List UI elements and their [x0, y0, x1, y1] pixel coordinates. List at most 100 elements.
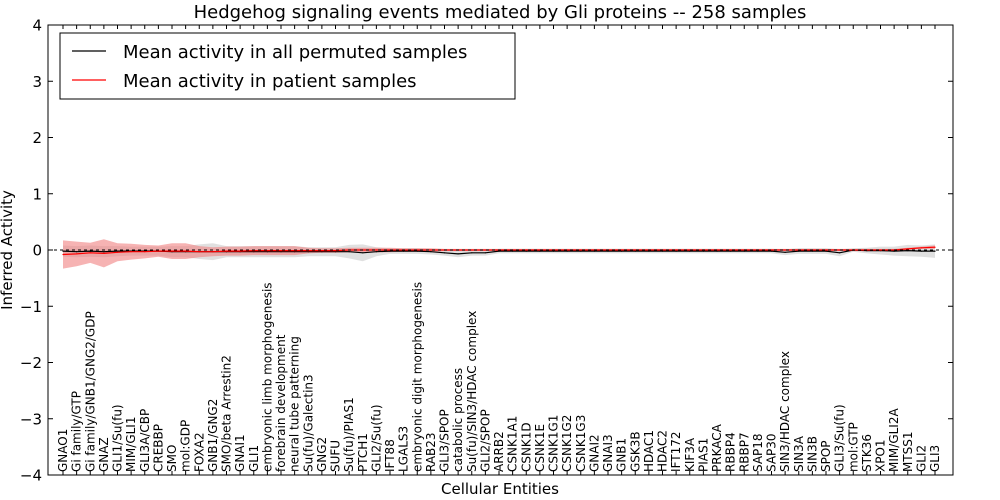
x-tick-label: GLI1/Su(fu): [111, 404, 125, 472]
data-point-patient: [185, 250, 187, 252]
x-tick-label: GLI2/Su(fu): [369, 404, 383, 472]
data-point-permuted: [457, 253, 459, 255]
data-point-patient: [580, 249, 582, 251]
data-point-patient: [907, 248, 909, 250]
y-tick-label: −3: [20, 410, 42, 428]
x-tick-label: Su(fu)/Galectin3: [301, 374, 315, 472]
x-tick-label: GNAI1: [233, 434, 247, 472]
data-point-permuted: [525, 250, 527, 252]
x-tick-label: IFT88: [383, 439, 397, 472]
y-tick-label: −4: [20, 467, 42, 485]
x-tick-label: SMO/beta Arrestin2: [220, 355, 234, 472]
x-tick-label: CSNK1A1: [506, 416, 520, 472]
x-tick-label: HDAC1: [642, 430, 656, 472]
chart-title: Hedgehog signaling events mediated by Gl…: [194, 2, 807, 23]
x-tick-label: forebrain development: [274, 334, 288, 472]
x-tick-label: GNAZ: [97, 437, 111, 472]
data-point-patient: [879, 249, 882, 251]
data-point-permuted: [593, 250, 596, 252]
x-tick-label: GNB1: [615, 438, 629, 472]
x-tick-label: GNAO1: [56, 429, 70, 472]
x-tick-label: GLI2/SPOP: [478, 409, 492, 472]
data-point-permuted: [511, 250, 514, 252]
data-point-patient: [212, 251, 214, 253]
x-tick-label: SUFU: [329, 440, 343, 472]
x-axis: GNAO1 Gi family/GTP Gi family/GNB1/GNG2/GD…: [56, 25, 942, 475]
data-point-permuted: [403, 250, 405, 252]
x-tick-label: CSNK1D: [519, 422, 533, 472]
x-tick-label: MIM/GLI1: [124, 417, 138, 472]
data-point-patient: [920, 247, 923, 249]
x-tick-label: GLI3: [928, 445, 942, 472]
x-tick-label: embryonic digit morphogenesis: [410, 282, 424, 472]
legend-box: [59, 32, 516, 100]
data-point-permuted: [539, 250, 541, 252]
data-point-permuted: [362, 252, 364, 254]
x-tick-label: SIN3B: [805, 436, 819, 472]
x-tick-label: XPO1: [874, 439, 888, 472]
data-point-permuted: [621, 250, 623, 252]
data-point-permuted: [62, 250, 64, 252]
x-tick-label: RBBP7: [737, 432, 751, 472]
x-tick-label: GLI3A/CBP: [138, 409, 152, 472]
x-tick-label: SPOP: [819, 440, 833, 472]
x-tick-label: SIN3/HDAC complex: [778, 351, 792, 472]
x-tick-label: GNAI2: [587, 434, 601, 472]
x-tick-label: Su(fu)/PIAS1: [342, 397, 356, 472]
data-point-patient: [825, 249, 827, 251]
data-point-permuted: [770, 250, 773, 252]
data-point-patient: [321, 250, 323, 252]
data-point-patient: [621, 249, 623, 251]
data-point-permuted: [116, 250, 119, 252]
x-tick-label: MTSS1: [901, 431, 915, 472]
x-tick-label: HDAC2: [656, 430, 670, 472]
data-point-patient: [157, 250, 159, 252]
data-point-permuted: [648, 250, 650, 252]
data-point-permuted: [307, 251, 309, 253]
data-point-patient: [198, 251, 200, 253]
x-tick-label: mol:GDP: [179, 420, 193, 472]
x-tick-label: RBBP4: [724, 432, 738, 472]
x-tick-label: GNG2: [315, 437, 329, 472]
data-point-permuted: [103, 251, 105, 253]
data-point-permuted: [716, 250, 718, 252]
y-tick-label: 3: [32, 73, 42, 91]
x-tick-label: mol:GTP: [846, 422, 860, 472]
data-point-patient: [525, 249, 527, 251]
x-tick-label: SMO: [165, 445, 179, 472]
data-point-permuted: [471, 252, 473, 254]
data-point-permuted: [661, 250, 664, 252]
x-tick-label: STK36: [860, 434, 874, 472]
y-tick-label: −1: [20, 298, 42, 316]
data-point-permuted: [76, 251, 78, 253]
legend-label-permuted: Mean activity in all permuted samples: [123, 42, 467, 63]
data-point-permuted: [416, 250, 418, 252]
data-point-permuted: [634, 250, 636, 252]
data-point-permuted: [552, 250, 555, 252]
data-point-patient: [416, 249, 418, 251]
data-point-permuted: [730, 250, 732, 252]
data-point-patient: [116, 251, 119, 253]
x-tick-label: Gi family/GNB1/GNG2/GDP: [83, 311, 97, 472]
data-point-permuted: [334, 251, 337, 253]
data-point-patient: [334, 250, 337, 252]
data-point-permuted: [607, 250, 609, 252]
data-point-patient: [484, 249, 486, 251]
y-tick-label: 0: [32, 242, 42, 260]
confidence-bands: [63, 239, 935, 269]
y-tick-label: −2: [20, 354, 42, 372]
data-point-permuted: [784, 251, 786, 253]
data-point-patient: [89, 252, 91, 254]
x-tick-label: KIF3A: [683, 437, 697, 472]
data-point-permuted: [321, 251, 323, 253]
x-tick-label: GSK3B: [628, 431, 642, 472]
data-point-patient: [730, 249, 732, 251]
data-point-patient: [62, 253, 64, 256]
x-tick-label: CSNK1G1: [547, 415, 561, 472]
x-tick-label: PRKACA: [710, 423, 724, 472]
x-tick-label: SAP30: [765, 433, 779, 472]
y-axis: 4 3 2 1 0 −1 −2 −3 −4: [20, 17, 953, 485]
data-point-permuted: [675, 250, 677, 252]
x-tick-label: RAB23: [424, 432, 438, 472]
